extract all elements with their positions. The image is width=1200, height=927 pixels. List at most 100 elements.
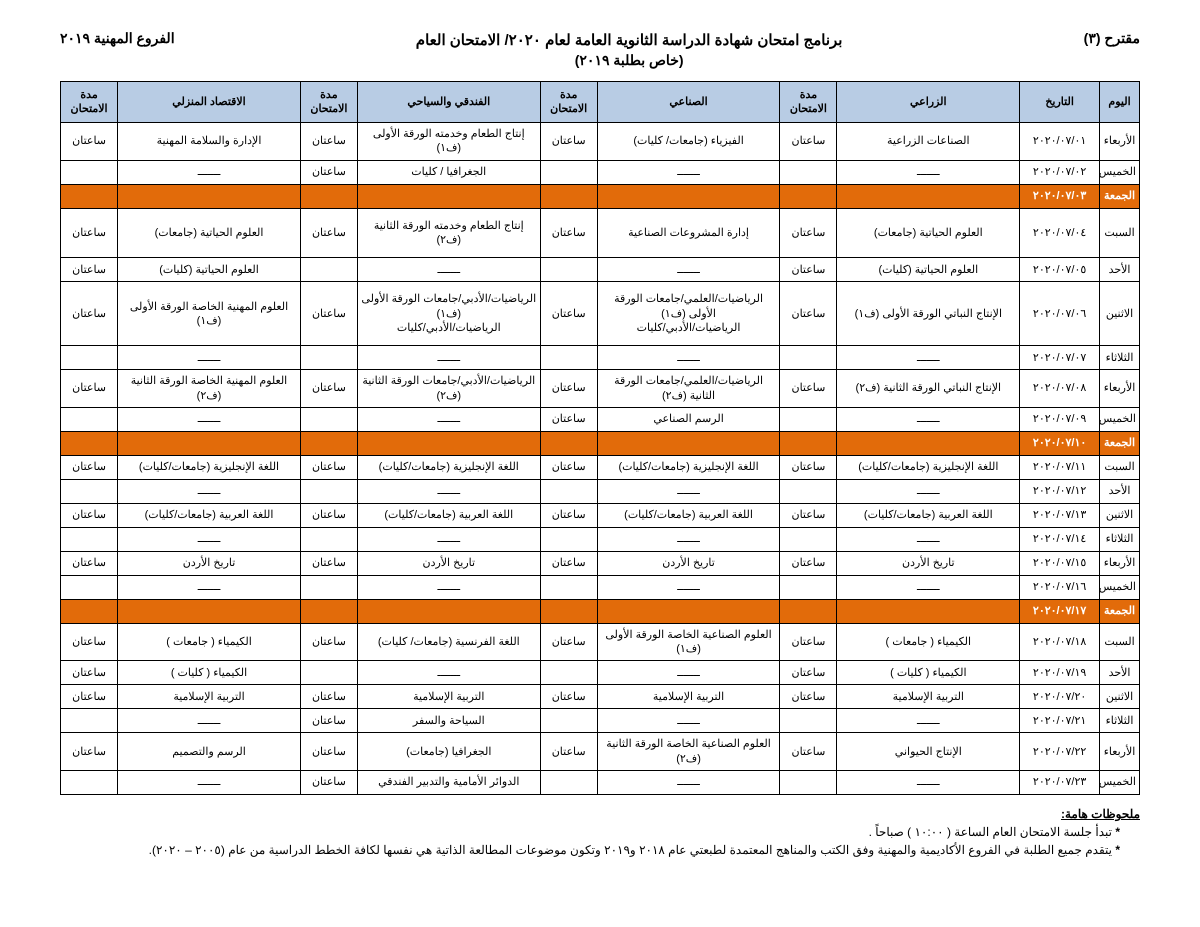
cell-subj4: ـــــــ	[118, 771, 301, 795]
cell-subj3: ـــــــ	[357, 661, 540, 685]
cell-subj3: إنتاج الطعام وخدمته الورقة الأولى (ف١)	[357, 123, 540, 161]
cell-dur1	[780, 771, 837, 795]
cell-subj2: ـــــــ	[597, 479, 780, 503]
cell-day: الاثنين	[1100, 503, 1140, 527]
cell-subj1: العلوم الحياتية (كليات)	[837, 258, 1020, 282]
cell-dur3: ساعتان	[300, 455, 357, 479]
cell-dur4	[61, 184, 118, 208]
table-row: الأربعاء٢٠٢٠/٠٧/٠٨الإنتاج النباتي الورقة…	[61, 370, 1140, 408]
cell-dur2: ساعتان	[540, 551, 597, 575]
table-header-row: اليوم التاريخ الزراعي مدة الامتحان الصنا…	[61, 81, 1140, 123]
cell-subj2	[597, 184, 780, 208]
header-right-label: مقترح (٣)	[1084, 30, 1140, 47]
cell-dur2	[540, 709, 597, 733]
cell-subj4: الرسم والتصميم	[118, 733, 301, 771]
cell-dur2: ساعتان	[540, 455, 597, 479]
cell-date: ٢٠٢٠/٠٧/١٨	[1020, 623, 1100, 661]
cell-subj3: الجغرافيا / كليات	[357, 160, 540, 184]
notes-item: يتقدم جميع الطلبة في الفروع الأكاديمية و…	[60, 841, 1120, 859]
col-track3: الفندقي والسياحي	[357, 81, 540, 123]
cell-dur4: ساعتان	[61, 258, 118, 282]
table-row: الخميس٢٠٢٠/٠٧/١٦ــــــــــــــــــــــــ…	[61, 575, 1140, 599]
cell-dur2	[540, 771, 597, 795]
cell-subj2: العلوم الصناعية الخاصة الورقة الأولى (ف١…	[597, 623, 780, 661]
cell-day: السبت	[1100, 208, 1140, 258]
cell-dur2	[540, 661, 597, 685]
cell-dur4: ساعتان	[61, 123, 118, 161]
header-left-label: الفروع المهنية ٢٠١٩	[60, 30, 175, 47]
cell-dur3: ساعتان	[300, 709, 357, 733]
cell-subj2: التربية الإسلامية	[597, 685, 780, 709]
cell-subj1: ـــــــ	[837, 479, 1020, 503]
cell-dur1: ساعتان	[780, 258, 837, 282]
col-day: اليوم	[1100, 81, 1140, 123]
notes-item: تبدأ جلسة الامتحان العام الساعة ( ١٠:٠٠ …	[60, 823, 1120, 841]
cell-dur3: ساعتان	[300, 123, 357, 161]
cell-subj4: العلوم المهنية الخاصة الورقة الأولى (ف١)	[118, 282, 301, 346]
table-row: الخميس٢٠٢٠/٠٧/٢٣ــــــــــــــالدوائر ال…	[61, 771, 1140, 795]
cell-dur4: ساعتان	[61, 685, 118, 709]
cell-dur2	[540, 160, 597, 184]
cell-dur3	[300, 661, 357, 685]
cell-day: الجمعة	[1100, 184, 1140, 208]
cell-subj4: تاريخ الأردن	[118, 551, 301, 575]
cell-date: ٢٠٢٠/٠٧/١٠	[1020, 431, 1100, 455]
cell-subj2: اللغة الإنجليزية (جامعات/كليات)	[597, 455, 780, 479]
table-row: الاثنين٢٠٢٠/٠٧/٢٠التربية الإسلاميةساعتان…	[61, 685, 1140, 709]
cell-date: ٢٠٢٠/٠٧/٠٤	[1020, 208, 1100, 258]
cell-subj1: اللغة الإنجليزية (جامعات/كليات)	[837, 455, 1020, 479]
cell-date: ٢٠٢٠/٠٧/٢١	[1020, 709, 1100, 733]
cell-subj3: ـــــــ	[357, 258, 540, 282]
cell-dur2: ساعتان	[540, 503, 597, 527]
cell-dur4: ساعتان	[61, 370, 118, 408]
cell-date: ٢٠٢٠/٠٧/٢٢	[1020, 733, 1100, 771]
cell-dur4: ساعتان	[61, 282, 118, 346]
cell-dur1: ساعتان	[780, 123, 837, 161]
notes-title: ملحوظات هامة:	[1061, 807, 1140, 821]
cell-subj2: ـــــــ	[597, 258, 780, 282]
cell-day: الأربعاء	[1100, 551, 1140, 575]
cell-dur1	[780, 346, 837, 370]
cell-dur2: ساعتان	[540, 407, 597, 431]
cell-dur2	[540, 431, 597, 455]
cell-subj1	[837, 599, 1020, 623]
cell-subj4: ـــــــ	[118, 527, 301, 551]
cell-date: ٢٠٢٠/٠٧/٠٧	[1020, 346, 1100, 370]
cell-dur4	[61, 575, 118, 599]
cell-date: ٢٠٢٠/٠٧/٠٩	[1020, 407, 1100, 431]
cell-subj4: اللغة الإنجليزية (جامعات/كليات)	[118, 455, 301, 479]
cell-subj2: الفيزياء (جامعات/ كليات)	[597, 123, 780, 161]
cell-subj3: اللغة العربية (جامعات/كليات)	[357, 503, 540, 527]
cell-dur1	[780, 575, 837, 599]
cell-subj3: اللغة الفرنسية (جامعات/ كليات)	[357, 623, 540, 661]
page-header: مقترح (٣) برنامج امتحان شهادة الدراسة ال…	[60, 30, 1140, 71]
cell-dur4	[61, 527, 118, 551]
cell-subj3: ـــــــ	[357, 346, 540, 370]
cell-dur3	[300, 407, 357, 431]
cell-dur3	[300, 575, 357, 599]
cell-day: السبت	[1100, 455, 1140, 479]
cell-subj2	[597, 431, 780, 455]
cell-subj2: ـــــــ	[597, 575, 780, 599]
cell-dur2: ساعتان	[540, 370, 597, 408]
cell-day: الأربعاء	[1100, 733, 1140, 771]
cell-dur4: ساعتان	[61, 661, 118, 685]
cell-subj1: الإنتاج الحيواني	[837, 733, 1020, 771]
cell-subj2: ـــــــ	[597, 661, 780, 685]
cell-subj1: اللغة العربية (جامعات/كليات)	[837, 503, 1020, 527]
cell-dur1: ساعتان	[780, 503, 837, 527]
cell-day: الاثنين	[1100, 282, 1140, 346]
cell-subj3: التربية الإسلامية	[357, 685, 540, 709]
cell-dur3	[300, 527, 357, 551]
cell-subj3: الدوائر الأمامية والتدبير الفندقي	[357, 771, 540, 795]
table-row: الثلاثاء٢٠٢٠/٠٧/٠٧ــــــــــــــــــــــ…	[61, 346, 1140, 370]
cell-subj4: العلوم الحياتية (كليات)	[118, 258, 301, 282]
cell-dur2	[540, 527, 597, 551]
cell-dur1	[780, 431, 837, 455]
cell-dur2	[540, 258, 597, 282]
table-row: الأحد٢٠٢٠/٠٧/٠٥العلوم الحياتية (كليات)سا…	[61, 258, 1140, 282]
cell-dur3: ساعتان	[300, 503, 357, 527]
cell-subj1: التربية الإسلامية	[837, 685, 1020, 709]
cell-dur2	[540, 575, 597, 599]
cell-subj3: الرياضيات/الأدبي/جامعات الورقة الأولى (ف…	[357, 282, 540, 346]
